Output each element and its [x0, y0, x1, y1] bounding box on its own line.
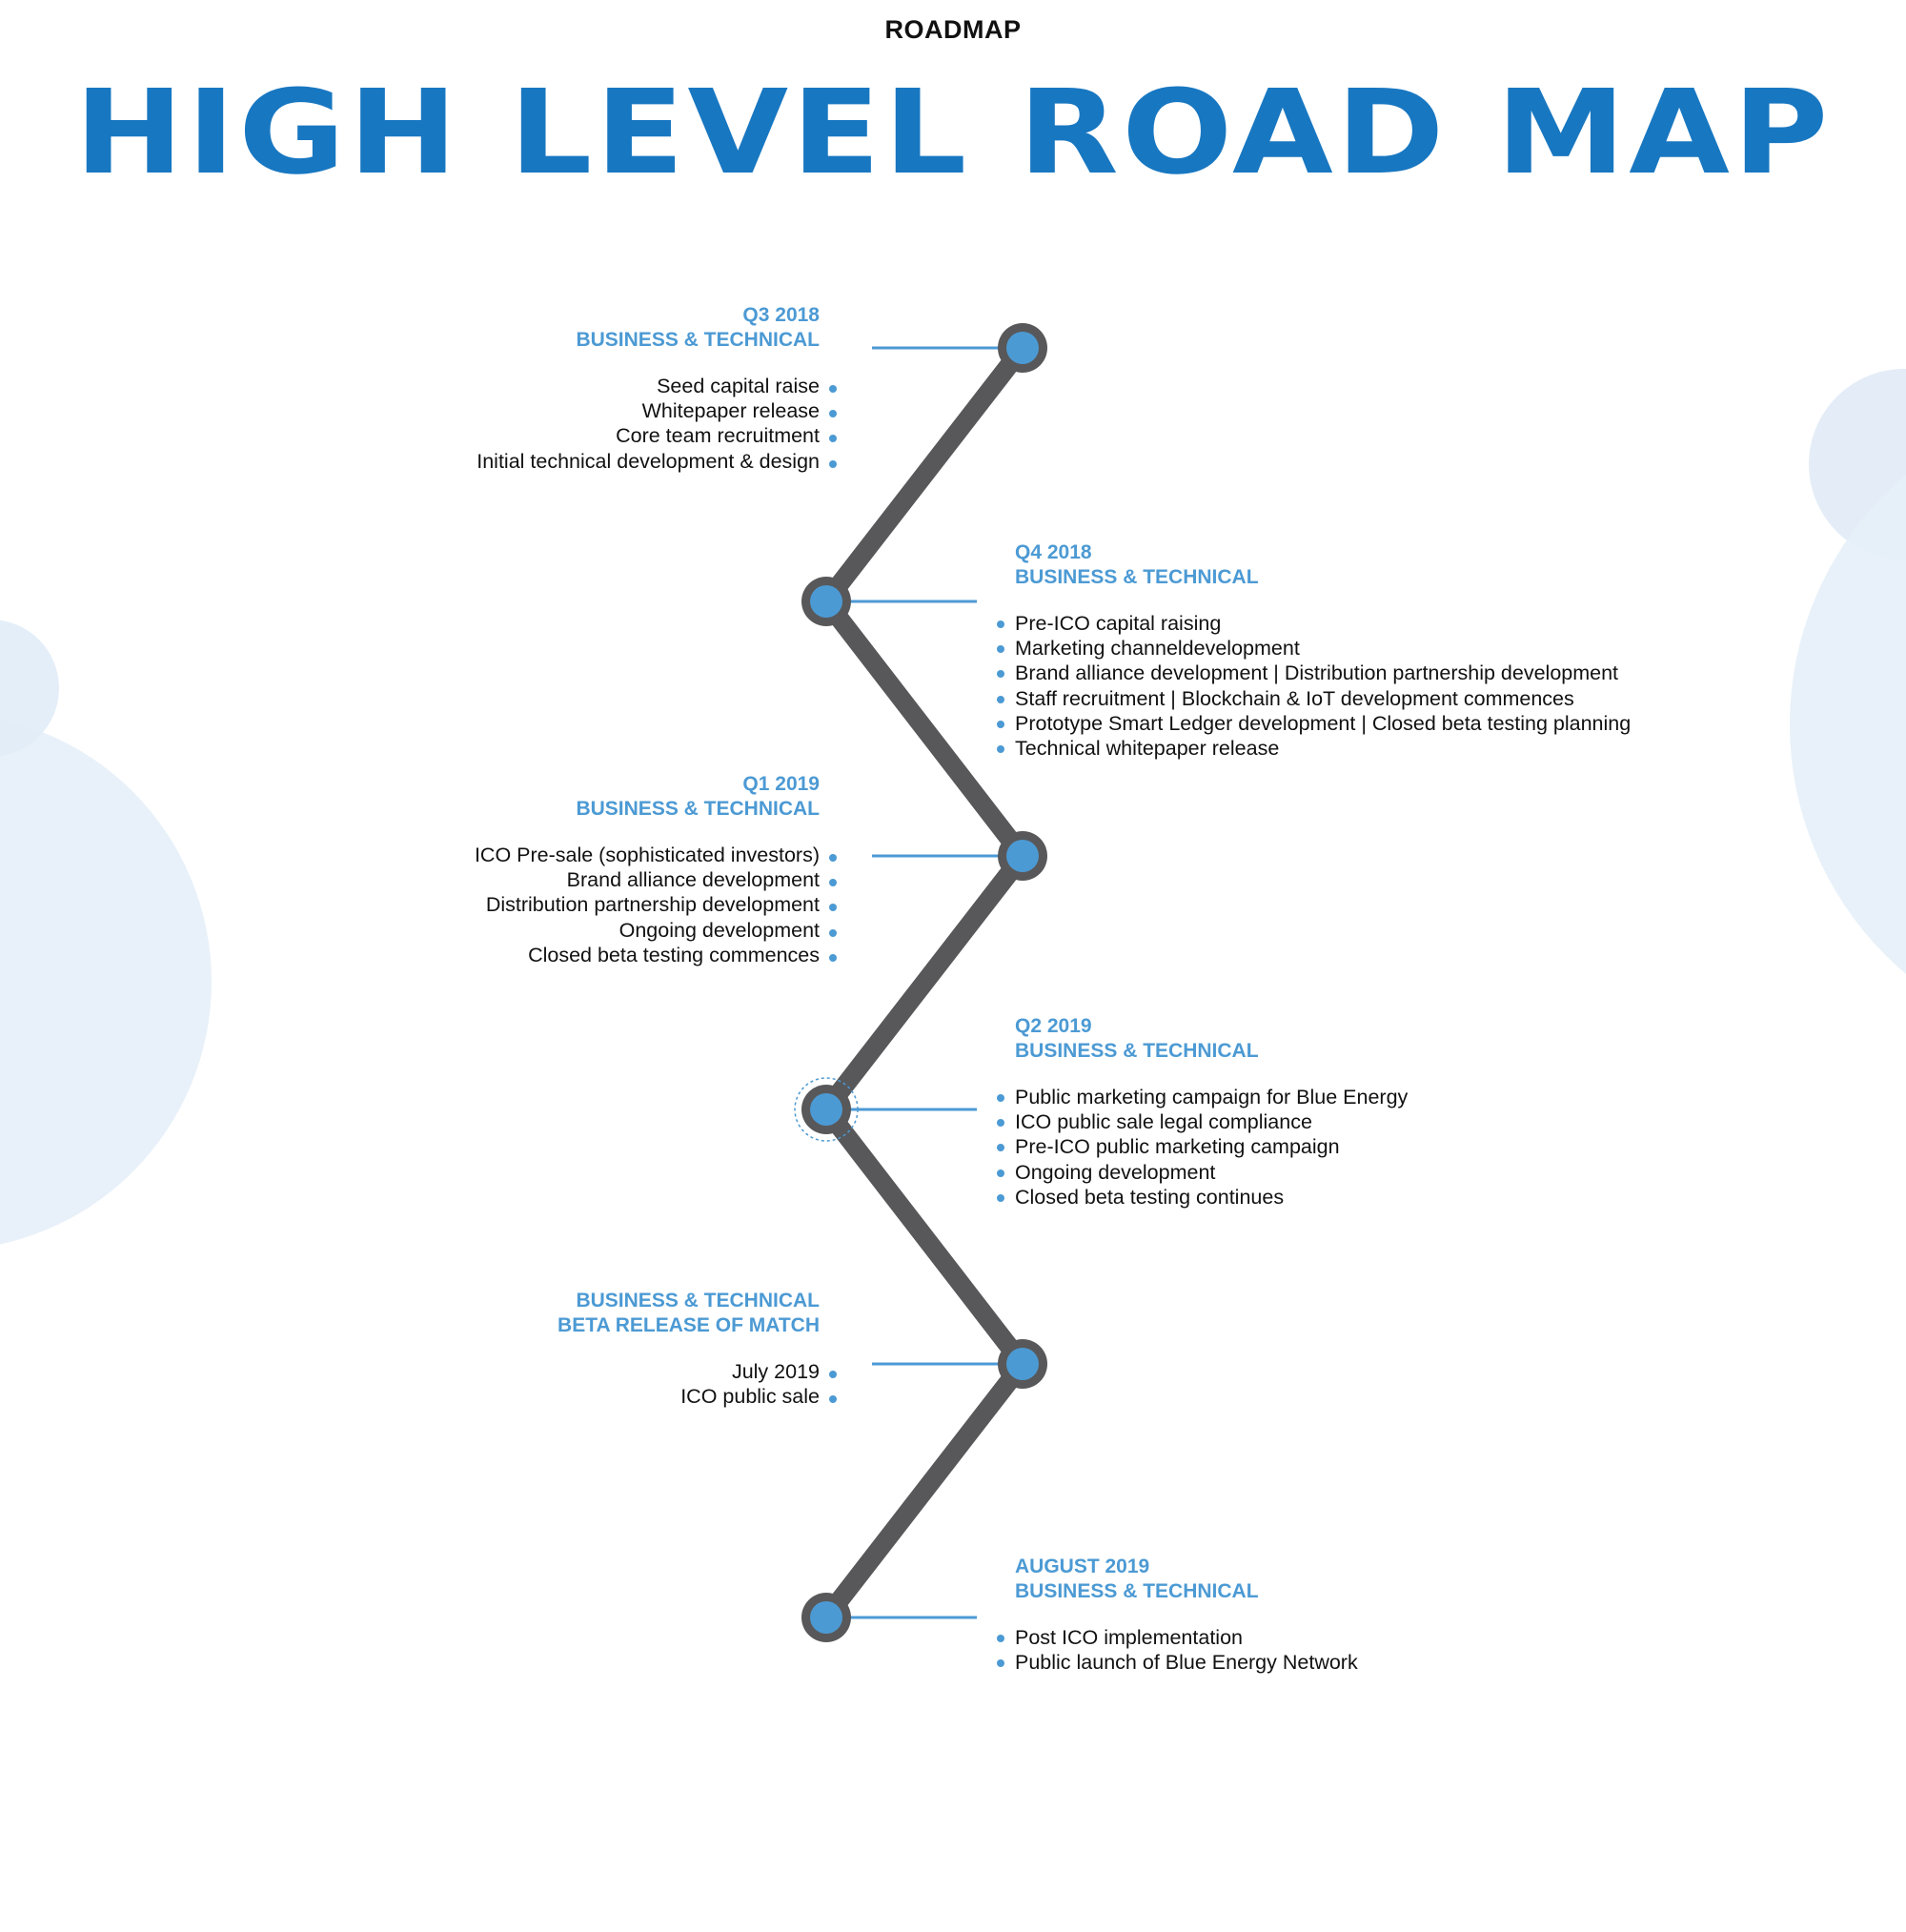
- timeline-node: [998, 831, 1047, 881]
- list-item: Ongoing development: [305, 918, 837, 943]
- timeline-node: [998, 323, 1047, 373]
- bullet-icon: [829, 1371, 837, 1378]
- milestone-q4-2018: Q4 2018 BUSINESS & TECHNICAL Pre-ICO cap…: [997, 540, 1701, 761]
- milestone-beta-release: BUSINESS & TECHNICAL BETA RELEASE OF MAT…: [305, 1289, 837, 1409]
- bullet-icon: [829, 854, 837, 862]
- bullet-icon: [997, 620, 1004, 628]
- bullet-icon: [997, 1659, 1004, 1668]
- bullet-icon: [829, 904, 837, 912]
- bullet-icon: [997, 745, 1004, 754]
- timeline-path: [817, 338, 1032, 1627]
- milestone-items: ICO Pre-sale (sophisticated investors) B…: [305, 843, 837, 967]
- bullet-icon: [997, 720, 1004, 728]
- milestone-items: Pre-ICO capital raising Marketing channe…: [997, 611, 1701, 761]
- timeline-node: [998, 1339, 1047, 1389]
- timeline-node: [801, 577, 851, 626]
- page-title: HIGH LEVEL ROAD MAP: [74, 65, 1832, 200]
- bullet-icon: [997, 645, 1004, 654]
- bubble-right-large: [1790, 475, 1906, 974]
- milestone-category: BUSINESS & TECHNICAL: [576, 329, 820, 351]
- list-item: Seed capital raise: [305, 374, 837, 398]
- bullet-icon: [997, 1119, 1004, 1128]
- list-item: Post ICO implementation: [997, 1625, 1701, 1650]
- list-item: July 2019: [305, 1359, 837, 1384]
- milestone-category: BETA RELEASE OF MATCH: [558, 1314, 820, 1336]
- milestone-period: Q3 2018: [742, 304, 820, 326]
- bullet-icon: [997, 695, 1004, 703]
- list-item: Brand alliance development: [305, 867, 837, 892]
- bullet-icon: [829, 435, 837, 443]
- timeline-node: [801, 1593, 851, 1642]
- bullet-icon: [829, 953, 837, 962]
- list-item: ICO public sale: [305, 1384, 837, 1409]
- list-item: Closed beta testing commences: [305, 943, 837, 967]
- milestone-period: AUGUST 2019: [1015, 1556, 1150, 1577]
- bullet-icon: [997, 1193, 1004, 1202]
- milestone-august-2019: AUGUST 2019 BUSINESS & TECHNICAL Post IC…: [997, 1555, 1701, 1675]
- bubble-left-large: [0, 719, 212, 1245]
- list-item: Marketing channeldevelopment: [997, 636, 1701, 661]
- milestone-period: Q1 2019: [742, 773, 820, 795]
- list-item: Whitepaper release: [305, 398, 837, 423]
- milestone-category: BUSINESS & TECHNICAL: [1015, 1580, 1259, 1602]
- list-item: Distribution partnership development: [305, 892, 837, 917]
- milestone-items: July 2019 ICO public sale: [305, 1359, 837, 1409]
- bullet-icon: [829, 928, 837, 937]
- bullet-icon: [997, 670, 1004, 679]
- bullet-icon: [997, 1635, 1004, 1642]
- list-item: Staff recruitment | Blockchain & IoT dev…: [997, 686, 1701, 711]
- milestone-items: Seed capital raise Whitepaper release Co…: [305, 374, 837, 474]
- list-item: Public marketing campaign for Blue Energ…: [997, 1085, 1701, 1109]
- bubble-left-small: [0, 620, 59, 757]
- list-item: Public launch of Blue Energy Network: [997, 1650, 1701, 1675]
- milestone-q1-2019: Q1 2019 BUSINESS & TECHNICAL ICO Pre-sal…: [305, 772, 837, 967]
- bullet-icon: [997, 1144, 1004, 1152]
- list-item: ICO public sale legal compliance: [997, 1109, 1701, 1134]
- list-item: Initial technical development & design: [305, 449, 837, 474]
- bullet-icon: [829, 459, 837, 468]
- bullet-icon: [997, 1094, 1004, 1102]
- bullet-icon: [829, 879, 837, 887]
- bullet-icon: [829, 385, 837, 393]
- bullet-icon: [829, 1395, 837, 1404]
- milestone-items: Public marketing campaign for Blue Energ…: [997, 1085, 1701, 1210]
- list-item: Ongoing development: [997, 1160, 1701, 1185]
- bullet-icon: [829, 410, 837, 418]
- section-label: ROADMAP: [884, 15, 1022, 44]
- milestone-period: Q4 2018: [1015, 541, 1092, 563]
- milestone-q2-2019: Q2 2019 BUSINESS & TECHNICAL Public mark…: [997, 1014, 1701, 1210]
- milestone-category: BUSINESS & TECHNICAL: [1015, 1040, 1259, 1062]
- milestone-period: BUSINESS & TECHNICAL: [576, 1290, 820, 1312]
- list-item: Closed beta testing continues: [997, 1185, 1701, 1210]
- list-item: Prototype Smart Ledger development | Clo…: [997, 711, 1701, 736]
- list-item: Pre-ICO capital raising: [997, 611, 1701, 636]
- timeline-node-current: [794, 1077, 859, 1142]
- milestone-q3-2018: Q3 2018 BUSINESS & TECHNICAL Seed capita…: [305, 303, 837, 474]
- milestone-period: Q2 2019: [1015, 1015, 1092, 1037]
- list-item: Technical whitepaper release: [997, 736, 1701, 761]
- list-item: Pre-ICO public marketing campaign: [997, 1134, 1701, 1159]
- list-item: Brand alliance development | Distributio…: [997, 661, 1701, 685]
- milestone-items: Post ICO implementation Public launch of…: [997, 1625, 1701, 1675]
- list-item: Core team recruitment: [305, 423, 837, 448]
- milestone-category: BUSINESS & TECHNICAL: [576, 798, 820, 820]
- list-item: ICO Pre-sale (sophisticated investors): [305, 843, 837, 867]
- bullet-icon: [997, 1169, 1004, 1177]
- milestone-category: BUSINESS & TECHNICAL: [1015, 566, 1259, 588]
